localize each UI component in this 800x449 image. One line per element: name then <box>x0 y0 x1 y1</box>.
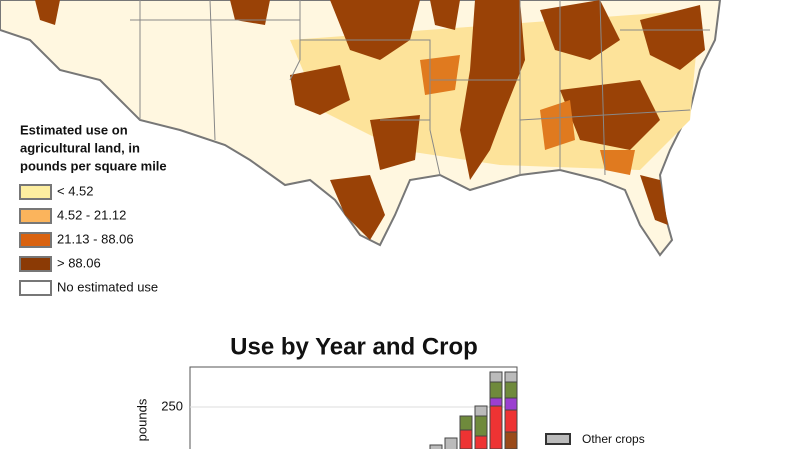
legend-label: No estimated use <box>57 279 158 294</box>
legend-title: agricultural land, in <box>20 140 140 155</box>
y-axis-label: pounds <box>134 398 149 441</box>
legend-swatch <box>19 280 52 296</box>
stacked-bars <box>429 371 518 449</box>
heavy-use-areas <box>35 0 705 240</box>
legend-title: pounds per square mile <box>20 158 167 173</box>
legend: Estimated use on agricultural land, in pou… <box>19 122 167 296</box>
legend-swatch <box>545 433 571 445</box>
legend-swatch <box>19 184 52 200</box>
state-borders <box>130 0 710 176</box>
legend-label: < 4.52 <box>57 183 94 198</box>
legend-swatch <box>19 256 52 272</box>
legend-label: 4.52 - 21.12 <box>57 207 126 222</box>
map <box>0 0 722 257</box>
legend-swatch <box>19 208 52 224</box>
y-tick-label: 250 <box>161 398 183 413</box>
legend-swatch <box>19 232 52 248</box>
legend-label: > 88.06 <box>57 255 101 270</box>
chart-title: Use by Year and Crop <box>230 333 478 360</box>
legend-label: 21.13 - 88.06 <box>57 231 134 246</box>
legend-title: Estimated use on <box>20 122 128 137</box>
legend-label: Other crops <box>582 432 645 446</box>
chart: Use by Year and Crop 250 pounds Other cr… <box>134 333 645 449</box>
